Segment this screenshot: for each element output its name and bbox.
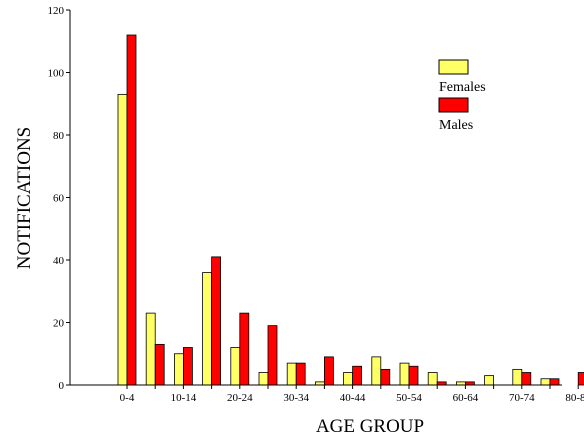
bar-females-75-79 <box>540 378 551 386</box>
bar-males-25-29 <box>267 325 278 386</box>
bar-males-0-4 <box>126 34 137 386</box>
bar-females-10-14 <box>173 353 184 386</box>
x-tick-label: 40-44 <box>340 392 366 404</box>
bar-males-10-14 <box>182 347 193 386</box>
x-axis-ticks: 0-4 10-14 20-24 30-34 40-44 50-54 60-64 70-74 80… <box>120 385 584 404</box>
y-tick-label: 100 <box>48 68 65 80</box>
y-axis-title: NOTIFICATIONS <box>14 127 35 270</box>
bar-females-70-74 <box>512 368 523 386</box>
x-tick-label: 20-24 <box>227 392 253 404</box>
x-tick-label: 80-84 <box>565 392 584 404</box>
bar-males-35-39 <box>323 356 334 386</box>
y-tick-label: 20 <box>53 318 65 330</box>
bar-females-45-49 <box>371 356 382 386</box>
bar-females-40-44 <box>343 372 354 386</box>
bar-females-50-54 <box>399 362 410 386</box>
y-tick-label: 40 <box>53 255 65 267</box>
bar-males-80-84 <box>577 372 584 386</box>
bar-males-30-34 <box>295 362 306 386</box>
bar-males-45-49 <box>380 368 391 386</box>
x-tick-label: 10-14 <box>171 392 197 404</box>
bar-females-5-9 <box>145 312 156 386</box>
bar-females-0-4 <box>117 93 128 386</box>
bar-females-20-24 <box>230 347 241 386</box>
bar-females-25-29 <box>258 372 269 386</box>
legend-label-males: Males <box>439 118 473 133</box>
y-tick-label: 120 <box>48 5 65 17</box>
bar-females-15-19 <box>202 272 213 386</box>
y-axis-ticks: 0 20 40 60 80 100 120 <box>48 5 70 392</box>
bar-males-40-44 <box>352 365 363 386</box>
legend-swatch-females <box>438 59 469 75</box>
bar-females-30-34 <box>286 362 297 386</box>
x-tick-label: 30-34 <box>283 392 309 404</box>
x-tick-label: 50-54 <box>396 392 422 404</box>
bar-males-70-74 <box>521 372 532 386</box>
bar-females-55-59 <box>427 372 438 386</box>
bar-females-65-69 <box>484 375 495 386</box>
y-tick-label: 60 <box>53 193 65 205</box>
x-tick-label: 0-4 <box>120 392 135 404</box>
bar-males-75-79 <box>549 378 560 386</box>
bar-males-20-24 <box>239 312 250 386</box>
legend: Females Males <box>438 59 486 133</box>
x-tick-label: 70-74 <box>509 392 535 404</box>
bar-males-15-19 <box>211 256 222 386</box>
legend-swatch-males <box>438 97 469 113</box>
bar-males-5-9 <box>154 343 165 386</box>
y-tick-label: 80 <box>53 130 65 142</box>
bar-males-50-54 <box>408 365 419 386</box>
x-tick-label: 60-64 <box>453 392 479 404</box>
bars-layer <box>117 34 584 386</box>
y-tick-label: 0 <box>59 380 65 392</box>
x-axis-title: AGE GROUP <box>316 416 424 437</box>
legend-label-females: Females <box>439 80 486 95</box>
